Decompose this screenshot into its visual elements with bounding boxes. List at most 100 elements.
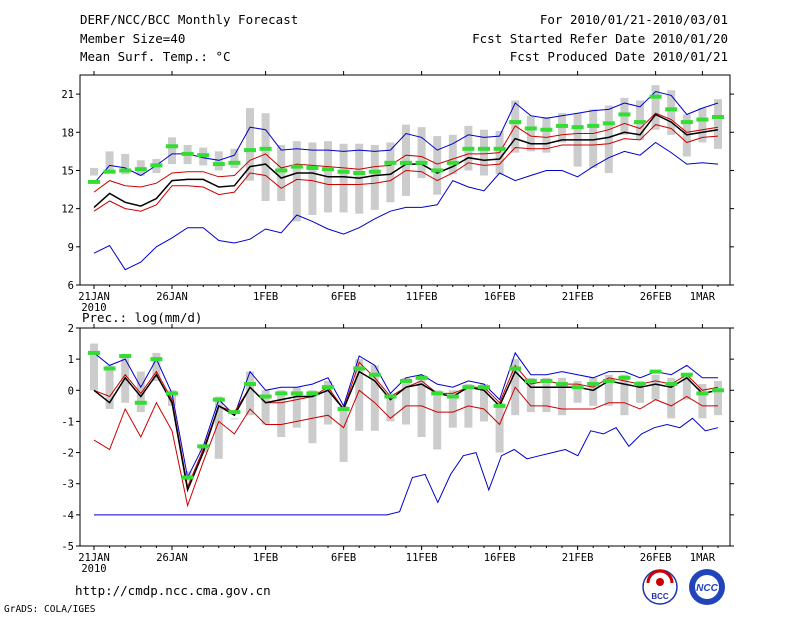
temp-xtick-year: 2010 — [81, 302, 106, 314]
prec-observation-mark — [88, 350, 100, 355]
temp-spread-bar — [417, 127, 426, 179]
forecast-started: Fcst Started Refer Date 2010/01/20 — [472, 31, 728, 46]
prec-observation-mark — [400, 378, 412, 383]
prec-spread-bar — [682, 374, 691, 400]
prec-spread-bar — [433, 390, 442, 450]
temp-spread-bar — [604, 105, 613, 173]
prec-observation-mark — [415, 375, 428, 380]
ncc-logo-text: NCC — [696, 583, 718, 594]
prec-observation-mark — [712, 388, 724, 393]
prec-observation-mark — [696, 391, 709, 396]
prec-xtick-label: 21FEB — [562, 552, 594, 564]
prec-observation-mark — [337, 406, 350, 411]
source-url[interactable]: http://cmdp.ncc.cma.gov.cn — [75, 583, 271, 598]
temp-spread-bar — [714, 99, 722, 149]
temp-xtick-label: 16FEB — [484, 291, 516, 303]
prec-observation-mark — [602, 378, 615, 383]
forecast-produced: Fcst Produced Date 2010/01/21 — [509, 49, 728, 64]
temp-plot-frame — [79, 74, 731, 286]
prec-spread-bar — [339, 405, 348, 462]
forecast-period: For 2010/01/21-2010/03/01 — [539, 12, 728, 27]
prec-spread-bar — [277, 390, 286, 437]
prec-ytick-label: -2 — [61, 448, 74, 460]
prec-spread-bar — [402, 377, 410, 425]
prec-red-lower-line — [93, 386, 718, 508]
logos: BCC NCC — [642, 569, 725, 605]
bcc-logo-icon: BCC — [642, 569, 678, 605]
temp-spread-bar — [480, 129, 488, 176]
prec-observation-mark — [212, 397, 225, 402]
prec-spread-bar — [651, 374, 660, 400]
temp-spread-bar — [589, 109, 598, 168]
temp-observation-mark — [353, 171, 366, 175]
temp-observation-mark — [275, 168, 288, 173]
prec-observation-mark — [649, 369, 662, 374]
temp-observation-mark — [197, 153, 210, 158]
prec-xtick-label: 1FEB — [253, 552, 278, 564]
prec-observation-mark — [103, 366, 116, 371]
temp-observation-mark — [290, 164, 303, 169]
temp-xtick-label: 1FEB — [253, 291, 278, 303]
temp-ytick-label: 6 — [68, 280, 74, 292]
prec-spread-bar — [526, 377, 535, 413]
prec-xtick-label: 6FEB — [331, 552, 356, 564]
temp-observation-mark — [431, 168, 444, 173]
temp-spread-bar — [230, 148, 239, 168]
temp-red-upper-line — [93, 112, 719, 193]
prec-observation-mark — [431, 391, 444, 396]
temp-observation-mark — [119, 168, 132, 173]
prec-spread-bar — [495, 402, 504, 453]
prec-observation-mark — [228, 410, 241, 415]
prec-ytick-label: 0 — [68, 385, 74, 397]
prec-spread-bar — [448, 390, 457, 428]
prec-xtick-label: 1MAR — [690, 552, 716, 564]
prec-observation-mark — [446, 394, 459, 399]
temp-xtick-label: 21JAN — [78, 291, 110, 303]
temp-observation-mark — [166, 144, 178, 149]
prec-spread-bar — [573, 380, 582, 403]
temp-observation-mark — [446, 160, 459, 165]
prec-spread-bar — [698, 384, 707, 419]
temp-xtick-label: 6FEB — [331, 291, 356, 303]
temp-spread-bar — [370, 145, 379, 210]
temp-spread-bar — [542, 117, 551, 153]
prec-spread-bar — [324, 380, 332, 425]
prec-observation-mark — [493, 403, 506, 408]
prec-spread-bar — [168, 390, 176, 406]
prec-spread-bar — [604, 374, 613, 406]
prec-observation-mark — [166, 391, 178, 396]
prec-observation-mark — [306, 391, 319, 396]
temp-observation-mark — [478, 146, 490, 151]
prec-spread-bar — [105, 365, 114, 409]
prec-observation-mark — [478, 385, 490, 390]
prec-observation-mark — [368, 372, 381, 377]
prec-observation-mark — [462, 385, 475, 390]
temp-observation-mark — [368, 169, 381, 174]
prec-observation-mark — [322, 385, 334, 390]
prec-upper-line — [93, 351, 718, 480]
temp-observation-mark — [384, 160, 397, 165]
temp-observation-mark — [509, 120, 522, 125]
prec-ytick-label: 1 — [68, 354, 74, 366]
temp-observation-mark — [322, 167, 334, 172]
prec-ytick-label: -3 — [61, 479, 74, 491]
prec-xtick-label: 16FEB — [484, 552, 516, 564]
prec-spread-bar — [214, 396, 223, 459]
prec-observation-mark — [134, 400, 147, 405]
temp-spread-bar — [168, 137, 176, 165]
temp-spread-bar — [448, 134, 457, 175]
prec-observation-mark — [290, 391, 303, 396]
temp-observation-mark — [665, 107, 678, 112]
temp-spread-bar — [433, 136, 442, 195]
prec-observation-mark — [275, 391, 288, 396]
prec-observation-mark — [197, 444, 210, 449]
prec-ytick-label: -1 — [61, 416, 74, 428]
prec-spread-bar — [370, 365, 379, 431]
temp-observation-mark — [212, 162, 225, 167]
temp-spread-bar — [402, 124, 410, 196]
prec-spread-bar — [136, 371, 145, 413]
prec-observation-mark — [540, 378, 553, 383]
prec-spread-bar — [386, 393, 395, 422]
temp-observation-mark — [181, 151, 194, 156]
